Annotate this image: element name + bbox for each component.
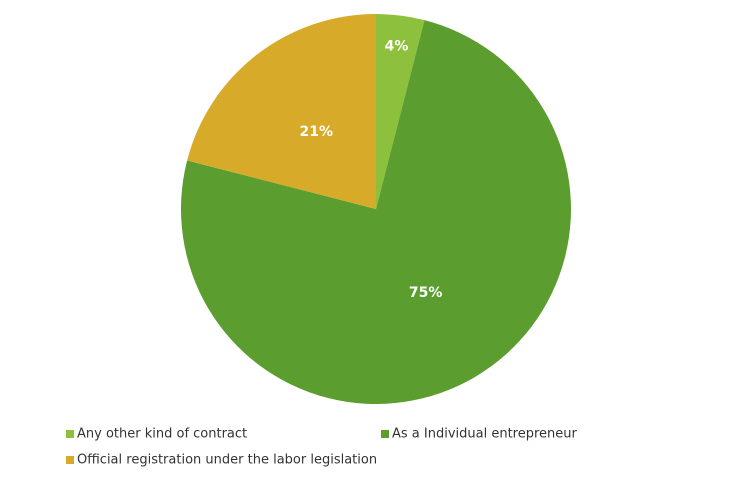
legend-label: As a Individual entrepreneur: [392, 427, 578, 442]
pie-slice: [187, 14, 376, 209]
value-label: 21%: [299, 124, 333, 140]
value-label: 75%: [409, 285, 443, 301]
legend-swatch: [66, 456, 74, 464]
pie-slice: [376, 14, 425, 209]
value-label: 4%: [385, 38, 409, 54]
legend-swatch: [66, 430, 74, 438]
legend-swatch: [381, 430, 389, 438]
pie-slice: [180, 20, 571, 405]
legend-label: Official registration under the labor le…: [77, 453, 377, 468]
legend-label: Any other kind of contract: [77, 427, 247, 442]
